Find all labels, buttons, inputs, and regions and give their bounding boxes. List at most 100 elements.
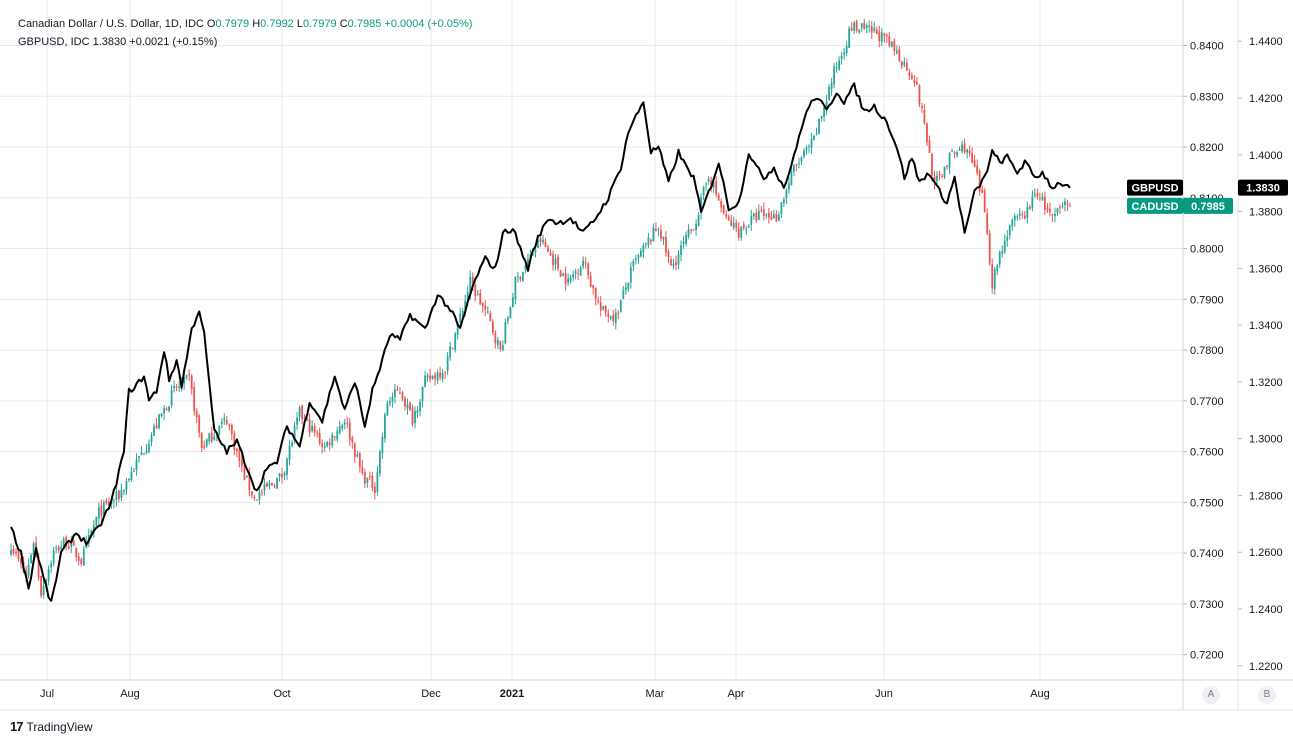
cadusd-candle-body bbox=[637, 255, 640, 258]
cadusd-candle-body bbox=[557, 256, 559, 269]
cadusd-candle-body bbox=[900, 62, 903, 67]
tradingview-branding[interactable]: 17 TradingView bbox=[10, 719, 93, 734]
grid-lines bbox=[0, 0, 1183, 680]
cadusd-candle-body bbox=[449, 346, 452, 358]
cadusd-candle-body bbox=[301, 405, 303, 419]
cadusd-candle-body bbox=[579, 267, 582, 276]
cadusd-candle-body bbox=[318, 432, 321, 444]
cadusd-candle-body bbox=[747, 225, 750, 227]
close-label: C bbox=[339, 18, 348, 30]
cadusd-candle-body bbox=[655, 228, 657, 231]
cadusd-candle-body bbox=[574, 271, 577, 274]
cadusd-candle-body bbox=[511, 297, 514, 308]
cadusd-candle-body bbox=[762, 209, 765, 217]
cadusd-candle-body bbox=[476, 294, 479, 296]
cadusd-candle-body bbox=[351, 437, 354, 443]
cadusd-candle-body bbox=[55, 547, 58, 549]
cadusd-candle-body bbox=[627, 283, 630, 290]
cadusd-candle-body bbox=[459, 313, 462, 323]
cadusd-candle-body bbox=[17, 550, 20, 560]
cadusd-candle-body bbox=[258, 492, 261, 500]
cadusd-candle-body bbox=[976, 165, 979, 174]
cadusd-candle-body bbox=[253, 497, 256, 499]
cadusd-candle-body bbox=[1008, 225, 1011, 236]
time-axis-label: Aug bbox=[120, 688, 140, 700]
cadusd-candle-body bbox=[742, 224, 745, 228]
cadusd-candle-body bbox=[660, 230, 662, 239]
cadusd-candle-body bbox=[905, 62, 908, 71]
cadusd-candle-body bbox=[105, 500, 108, 504]
cadusd-candle-body bbox=[421, 387, 424, 402]
cadusd-candle-body bbox=[968, 150, 971, 154]
cadusd-candle-body bbox=[47, 569, 50, 582]
cadusd-candle-body bbox=[489, 313, 492, 321]
cadusd-candle-body bbox=[943, 166, 946, 178]
cadusd-candle-body bbox=[983, 190, 986, 213]
cadusd-candle-body bbox=[439, 372, 442, 378]
cadusd-candle-body bbox=[198, 415, 201, 433]
cadusd-candle-body bbox=[908, 72, 911, 76]
cadusd-candle-body bbox=[75, 547, 78, 558]
close-value: 0.7985 bbox=[347, 18, 382, 30]
cadusd-candle-body bbox=[602, 306, 605, 310]
cadusd-candle-body bbox=[361, 466, 364, 474]
cadusd-candle-body bbox=[230, 424, 233, 435]
cadusd-candle-body bbox=[544, 241, 547, 248]
gbpusd-last-value-badge bbox=[1238, 179, 1288, 196]
cadusd-candle-body bbox=[604, 305, 607, 313]
high-label: H bbox=[252, 18, 261, 30]
gbpusd-legend-value: 1.3830 bbox=[92, 36, 127, 48]
cadusd-candle-body bbox=[288, 445, 291, 460]
right-scale-label: 1.2600 bbox=[1249, 547, 1283, 559]
auto-scale-button-a[interactable]: A bbox=[1202, 686, 1220, 704]
cadusd-candle-body bbox=[870, 26, 873, 33]
cadusd-candle-body bbox=[697, 214, 700, 227]
cadusd-candle-body bbox=[1028, 206, 1031, 209]
cadusd-candle-body bbox=[527, 259, 529, 268]
left-scale-label: 0.7200 bbox=[1190, 650, 1224, 662]
cadusd-candle-body bbox=[584, 262, 587, 264]
cadusd-candle-body bbox=[293, 426, 296, 441]
auto-scale-button-b[interactable]: B bbox=[1258, 686, 1276, 704]
cadusd-candle-body bbox=[384, 414, 386, 439]
cadusd-candle-body bbox=[938, 174, 941, 176]
cadusd-candle-body bbox=[577, 273, 580, 275]
cadusd-candle-body bbox=[875, 29, 878, 34]
cadusd-candle-body bbox=[948, 153, 951, 168]
cadusd-candle-body bbox=[273, 485, 276, 488]
cadusd-candle-body bbox=[434, 374, 437, 379]
cadusd-candle-body bbox=[1031, 196, 1034, 208]
cadusd-candle-body bbox=[451, 348, 454, 350]
cadusd-candle-body bbox=[70, 542, 73, 547]
cadusd-candle-body bbox=[338, 426, 341, 433]
cadusd-candle-body bbox=[446, 356, 449, 371]
cadusd-candle-body bbox=[788, 183, 790, 190]
cadusd-candle-body bbox=[266, 482, 268, 487]
cadusd-candles bbox=[10, 18, 1071, 599]
cadusd-candle-body bbox=[1006, 236, 1009, 241]
time-axis-label: Mar bbox=[646, 688, 665, 700]
cadusd-candle-body bbox=[953, 152, 956, 155]
high-value: 0.7992 bbox=[260, 18, 294, 30]
cadusd-candle-body bbox=[92, 525, 95, 533]
cadusd-candle-body bbox=[765, 214, 768, 216]
cadusd-candle-body bbox=[188, 374, 191, 376]
cadusd-candle-body bbox=[409, 402, 411, 410]
cadusd-candle-body bbox=[863, 22, 866, 30]
cadusd-candle-body bbox=[225, 420, 228, 424]
cadusd-candle-body bbox=[148, 444, 150, 452]
cadusd-candle-body bbox=[624, 287, 627, 291]
cadusd-candle-body bbox=[685, 235, 687, 244]
cadusd-candle-body bbox=[298, 407, 301, 417]
cadusd-candle-body bbox=[481, 302, 484, 307]
left-scale-label: 0.8400 bbox=[1190, 41, 1224, 53]
cadusd-candle-body bbox=[549, 252, 552, 256]
cadusd-candle-body bbox=[1003, 240, 1006, 252]
cadusd-candle-body bbox=[276, 477, 278, 489]
cadusd-candle-body bbox=[996, 265, 999, 272]
cadusd-candle-body bbox=[732, 222, 735, 228]
cadusd-candle-body bbox=[509, 307, 512, 319]
cadusd-candle-body bbox=[840, 56, 843, 59]
cadusd-candle-body bbox=[296, 417, 298, 425]
